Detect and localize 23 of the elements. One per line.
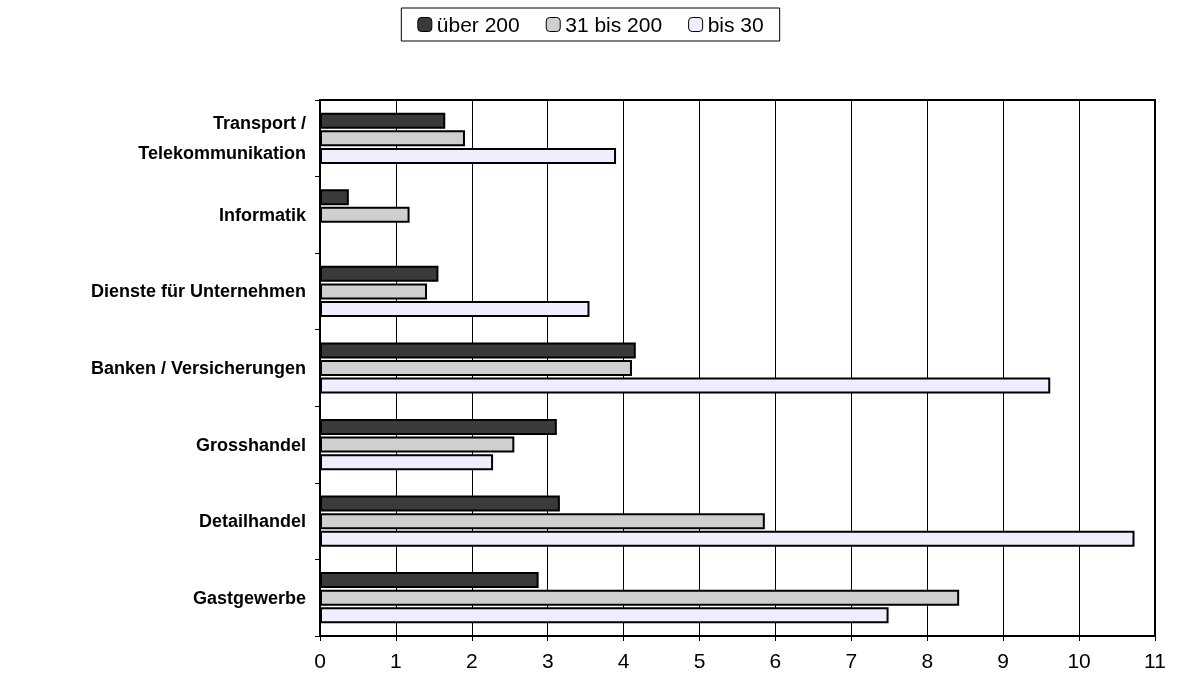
x-tick-label: 3 [541, 649, 554, 672]
x-tick-label: 6 [769, 649, 782, 672]
legend-label: bis 30 [707, 13, 764, 36]
y-tick-label: Transport / Telekommunikation [138, 113, 306, 164]
legend-label: 31 bis 200 [565, 13, 663, 36]
x-tick-label: 2 [465, 649, 478, 672]
bar [320, 189, 349, 206]
x-tick-label: 10 [1067, 649, 1091, 672]
legend-label: über 200 [436, 13, 520, 36]
x-tick-label: 4 [617, 649, 630, 672]
y-tick-label: Banken / Versicherungen [90, 358, 306, 378]
x-tick-label: 11 [1144, 649, 1166, 672]
y-tick-label: Informatik [218, 204, 307, 225]
y-tick-label: Grosshandel [195, 434, 306, 455]
y-tick-label: Detailhandel [198, 511, 306, 532]
x-tick-label: 7 [845, 649, 858, 672]
x-tick-label: 5 [693, 649, 706, 672]
x-tick-label: 0 [314, 649, 326, 672]
y-tick-label: Dienste für Unternehmen [90, 281, 306, 302]
y-tick-label: Gastgewerbe [192, 587, 306, 608]
x-tick-label: 1 [390, 649, 402, 672]
x-tick-label: 9 [997, 649, 1010, 672]
x-tick-label: 8 [921, 649, 934, 672]
